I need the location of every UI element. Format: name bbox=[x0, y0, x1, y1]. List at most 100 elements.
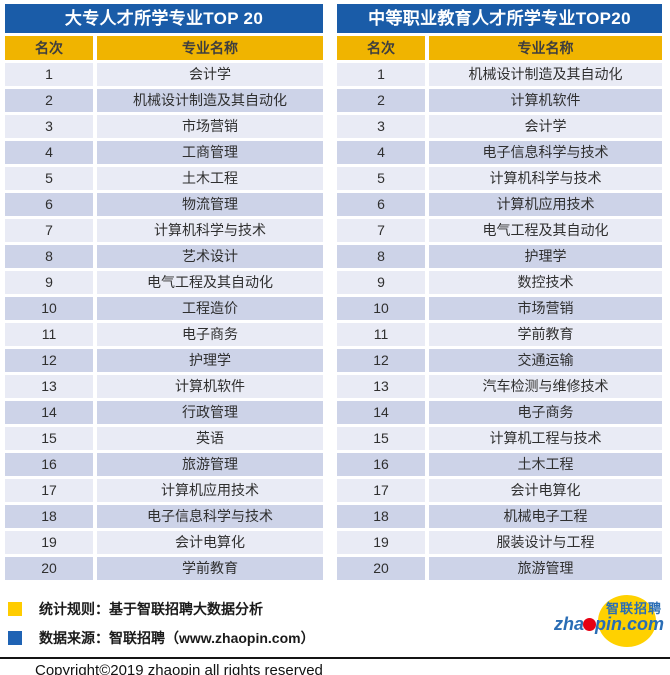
rank-cell: 17 bbox=[337, 479, 425, 502]
rank-cell: 10 bbox=[337, 297, 425, 320]
rank-cell: 12 bbox=[5, 349, 93, 372]
table-row: 11 电子商务 bbox=[5, 323, 323, 346]
major-cell: 会计电算化 bbox=[97, 531, 323, 554]
rank-cell: 4 bbox=[337, 141, 425, 164]
rank-cell: 8 bbox=[337, 245, 425, 268]
major-cell: 交通运输 bbox=[429, 349, 662, 372]
major-cell: 计算机软件 bbox=[429, 89, 662, 112]
rank-cell: 18 bbox=[337, 505, 425, 528]
major-cell: 机械电子工程 bbox=[429, 505, 662, 528]
rank-cell: 7 bbox=[337, 219, 425, 242]
copyright-text: Copyright©2019 zhaopin all rights reserv… bbox=[0, 657, 670, 675]
major-cell: 计算机软件 bbox=[97, 375, 323, 398]
rank-cell: 5 bbox=[337, 167, 425, 190]
data-source-label: 数据来源：智联招聘（www.zhaopin.com） bbox=[39, 630, 315, 646]
table-row: 18 机械电子工程 bbox=[337, 505, 662, 528]
ranking-tables: 大专人才所学专业TOP 20 名次 专业名称 1 会计学 2 机械设计制造及其自动化 3… bbox=[5, 4, 662, 583]
rank-cell: 12 bbox=[337, 349, 425, 372]
rank-cell: 5 bbox=[5, 167, 93, 190]
yellow-swatch-icon bbox=[8, 602, 22, 616]
logo-chinese-text: 智联招聘 bbox=[605, 601, 662, 616]
major-cell: 市场营销 bbox=[429, 297, 662, 320]
rank-cell: 8 bbox=[5, 245, 93, 268]
rank-cell: 17 bbox=[5, 479, 93, 502]
table-row: 4 电子信息科学与技术 bbox=[337, 141, 662, 164]
table-row: 7 电气工程及其自动化 bbox=[337, 219, 662, 242]
table-row: 10 工程造价 bbox=[5, 297, 323, 320]
table-row: 17 会计电算化 bbox=[337, 479, 662, 502]
table-row: 13 汽车检测与维修技术 bbox=[337, 375, 662, 398]
major-cell: 土木工程 bbox=[429, 453, 662, 476]
major-cell: 英语 bbox=[97, 427, 323, 450]
major-column-header: 专业名称 bbox=[97, 36, 323, 60]
zhaopin-logo: 智联招聘 zha pin.com bbox=[554, 595, 664, 649]
college-majors-table: 大专人才所学专业TOP 20 名次 专业名称 1 会计学 2 机械设计制造及其自动化 3… bbox=[5, 4, 323, 583]
vocational-table-body: 1 机械设计制造及其自动化 2 计算机软件 3 会计学 4 电子信息科学与技术 5 计算机科学与技… bbox=[337, 63, 662, 583]
vocational-table-title: 中等职业教育人才所学专业TOP20 bbox=[337, 4, 662, 33]
major-cell: 工商管理 bbox=[97, 141, 323, 164]
table-row: 3 会计学 bbox=[337, 115, 662, 138]
rank-cell: 7 bbox=[5, 219, 93, 242]
logo-red-ball-icon bbox=[583, 618, 597, 631]
table-row: 18 电子信息科学与技术 bbox=[5, 505, 323, 528]
table-row: 8 艺术设计 bbox=[5, 245, 323, 268]
rank-cell: 20 bbox=[337, 557, 425, 580]
rank-cell: 2 bbox=[5, 89, 93, 112]
rank-cell: 11 bbox=[337, 323, 425, 346]
major-cell: 学前教育 bbox=[429, 323, 662, 346]
table-row: 11 学前教育 bbox=[337, 323, 662, 346]
vocational-table-header: 名次 专业名称 bbox=[337, 36, 662, 60]
rank-cell: 19 bbox=[5, 531, 93, 554]
blue-swatch-icon bbox=[8, 631, 22, 645]
major-cell: 物流管理 bbox=[97, 193, 323, 216]
table-row: 1 会计学 bbox=[5, 63, 323, 86]
major-cell: 计算机应用技术 bbox=[97, 479, 323, 502]
college-table-header: 名次 专业名称 bbox=[5, 36, 323, 60]
rank-cell: 9 bbox=[5, 271, 93, 294]
table-row: 14 电子商务 bbox=[337, 401, 662, 424]
rank-cell: 1 bbox=[5, 63, 93, 86]
college-table-title: 大专人才所学专业TOP 20 bbox=[5, 4, 323, 33]
vocational-majors-table: 中等职业教育人才所学专业TOP20 名次 专业名称 1 机械设计制造及其自动化 2 计… bbox=[337, 4, 662, 583]
table-row: 10 市场营销 bbox=[337, 297, 662, 320]
legend-statistics-rule: 统计规则：基于智联招聘大数据分析 bbox=[8, 599, 670, 619]
rank-column-header: 名次 bbox=[5, 36, 93, 60]
table-row: 1 机械设计制造及其自动化 bbox=[337, 63, 662, 86]
major-cell: 旅游管理 bbox=[429, 557, 662, 580]
rank-cell: 6 bbox=[337, 193, 425, 216]
major-cell: 电气工程及其自动化 bbox=[97, 271, 323, 294]
table-row: 12 交通运输 bbox=[337, 349, 662, 372]
major-cell: 艺术设计 bbox=[97, 245, 323, 268]
table-row: 13 计算机软件 bbox=[5, 375, 323, 398]
rank-cell: 3 bbox=[337, 115, 425, 138]
major-cell: 护理学 bbox=[429, 245, 662, 268]
rank-cell: 11 bbox=[5, 323, 93, 346]
major-cell: 计算机科学与技术 bbox=[97, 219, 323, 242]
rank-cell: 2 bbox=[337, 89, 425, 112]
rank-cell: 15 bbox=[337, 427, 425, 450]
major-cell: 计算机科学与技术 bbox=[429, 167, 662, 190]
table-row: 6 物流管理 bbox=[5, 193, 323, 216]
major-cell: 电子商务 bbox=[429, 401, 662, 424]
logo-text-prefix: zha bbox=[554, 614, 585, 634]
rank-cell: 15 bbox=[5, 427, 93, 450]
major-cell: 会计学 bbox=[97, 63, 323, 86]
logo-yellow-ellipse-icon bbox=[598, 595, 656, 647]
major-cell: 电子商务 bbox=[97, 323, 323, 346]
rank-cell: 18 bbox=[5, 505, 93, 528]
table-row: 2 计算机软件 bbox=[337, 89, 662, 112]
major-cell: 学前教育 bbox=[97, 557, 323, 580]
table-row: 16 旅游管理 bbox=[5, 453, 323, 476]
major-cell: 汽车检测与维修技术 bbox=[429, 375, 662, 398]
rank-cell: 19 bbox=[337, 531, 425, 554]
major-cell: 市场营销 bbox=[97, 115, 323, 138]
table-row: 20 旅游管理 bbox=[337, 557, 662, 580]
major-cell: 电子信息科学与技术 bbox=[97, 505, 323, 528]
major-cell: 旅游管理 bbox=[97, 453, 323, 476]
rank-cell: 3 bbox=[5, 115, 93, 138]
rank-cell: 6 bbox=[5, 193, 93, 216]
rank-cell: 16 bbox=[337, 453, 425, 476]
table-row: 7 计算机科学与技术 bbox=[5, 219, 323, 242]
major-cell: 服装设计与工程 bbox=[429, 531, 662, 554]
